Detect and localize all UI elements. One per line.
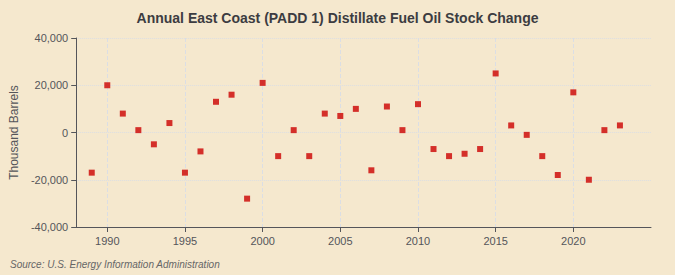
svg-text:Source: U.S. Energy Informatio: Source: U.S. Energy Information Administ… xyxy=(10,259,220,270)
svg-text:-40,000: -40,000 xyxy=(31,221,68,233)
svg-text:0: 0 xyxy=(62,127,68,139)
svg-text:2010: 2010 xyxy=(406,235,430,247)
svg-text:Annual East Coast (PADD 1) Dis: Annual East Coast (PADD 1) Distillate Fu… xyxy=(137,10,539,26)
svg-text:2000: 2000 xyxy=(250,235,274,247)
svg-text:2020: 2020 xyxy=(561,235,585,247)
svg-text:2005: 2005 xyxy=(328,235,352,247)
svg-text:20,000: 20,000 xyxy=(35,79,69,91)
svg-text:1995: 1995 xyxy=(173,235,197,247)
svg-text:1990: 1990 xyxy=(95,235,119,247)
svg-text:2015: 2015 xyxy=(483,235,507,247)
svg-text:-20,000: -20,000 xyxy=(31,174,68,186)
svg-text:40,000: 40,000 xyxy=(35,32,69,44)
svg-text:Thousand Barrels: Thousand Barrels xyxy=(7,85,21,180)
